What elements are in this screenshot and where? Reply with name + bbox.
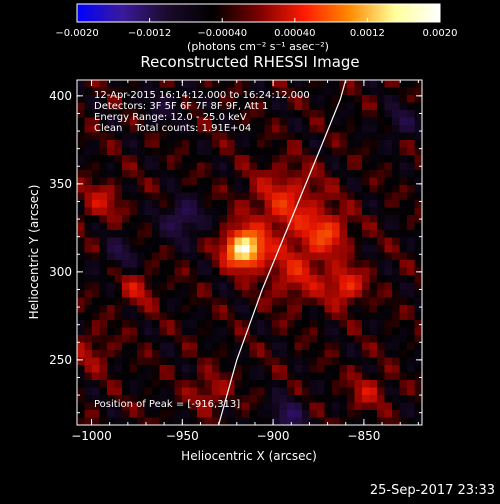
colorbar-ticks: −0.0020 −0.0012 −0.00040 0.00040 0.0012 0.002… <box>55 18 458 39</box>
x-tick-label: −850 <box>347 429 380 443</box>
x-axis-label: Heliocentric X (arcsec) <box>181 449 317 463</box>
x-tick-label: −1000 <box>71 429 112 443</box>
y-tick-label: 250 <box>49 353 72 367</box>
x-tick-label: −900 <box>257 429 290 443</box>
colorbar-tick-label: 0.0012 <box>350 28 385 39</box>
y-tick-label: 300 <box>49 265 72 279</box>
annotation-energy: Energy Range: 12.0 - 25.0 keV <box>94 112 247 123</box>
peak-position-label: Position of Peak = [-916,313] <box>94 399 240 410</box>
axis-ticks: −1000 −950 −900 −850 250 300 350 400 <box>49 80 422 443</box>
colorbar-tick-label: 0.0020 <box>423 28 458 39</box>
colorbar-tick-label: 0.00040 <box>274 28 315 39</box>
y-axis-label: Heliocentric Y (arcsec) <box>27 185 41 320</box>
colorbar-gradient <box>76 3 441 23</box>
heatmap-cells <box>77 80 422 425</box>
annotation-time: 12-Apr-2015 16:14:12.000 to 16:24:12.000 <box>94 90 310 101</box>
y-tick-label: 350 <box>49 177 72 191</box>
plot-frame <box>76 79 423 426</box>
x-tick-label: −950 <box>166 429 199 443</box>
annotation-counts: Clean Total counts: 1.91E+04 <box>94 123 251 134</box>
colorbar-tick-label: −0.00040 <box>197 28 247 39</box>
colorbar-tick-label: −0.0012 <box>128 28 171 39</box>
y-tick-label: 400 <box>49 89 72 103</box>
colorbar-tick-label: −0.0020 <box>55 28 98 39</box>
annotation-detectors: Detectors: 3F 5F 6F 7F 8F 9F, Att 1 <box>94 101 268 112</box>
annotation-block: 12-Apr-2015 16:14:12.000 to 16:24:12.000… <box>94 90 310 134</box>
timestamp: 25-Sep-2017 23:33 <box>370 483 495 498</box>
colorbar-unit-label: (photons cm⁻² s⁻¹ asec⁻²) <box>187 40 329 53</box>
chart-title: Reconstructed RHESSI Image <box>140 53 359 71</box>
heatmap <box>77 80 422 425</box>
solar-limb-curve <box>218 80 347 425</box>
colorbar: −0.0020 −0.0012 −0.00040 0.00040 0.0012 0.002… <box>55 3 458 53</box>
